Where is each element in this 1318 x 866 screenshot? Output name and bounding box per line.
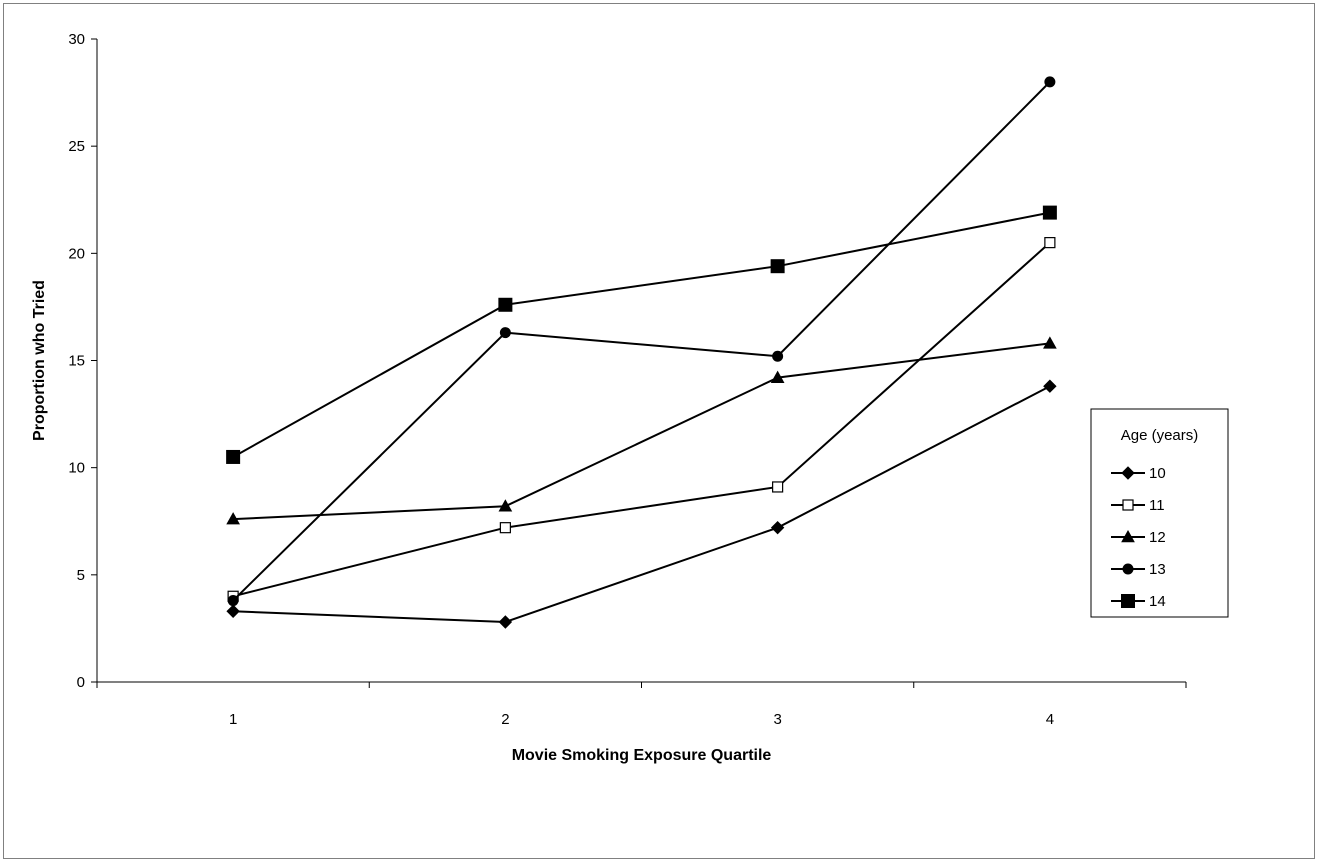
y-tick-label: 5	[77, 567, 85, 584]
series-line-11	[232, 241, 1051, 598]
data-point-12	[770, 370, 785, 383]
x-tick-label: 1	[229, 711, 237, 728]
y-axis-title: Proportion who Tried	[31, 280, 48, 441]
data-point-14	[226, 449, 241, 464]
legend-item-10: 10	[1111, 465, 1166, 482]
data-point-12	[226, 512, 240, 525]
y-tick-label: 25	[68, 138, 85, 155]
data-point-13	[772, 350, 784, 362]
y-tick-label: 10	[68, 460, 85, 477]
legend-marker	[1122, 563, 1134, 575]
legend-marker	[1121, 466, 1135, 480]
data-point-14	[770, 259, 785, 274]
series-line-13	[232, 81, 1051, 602]
data-point-13	[227, 595, 239, 607]
legend-item-14: 14	[1111, 593, 1166, 610]
series-layer	[226, 76, 1057, 629]
y-tick-label: 15	[68, 353, 85, 370]
series-11	[227, 237, 1056, 602]
data-point-12	[1043, 336, 1057, 349]
data-point-13	[1044, 76, 1056, 88]
legend-marker	[1122, 499, 1134, 511]
x-tick-label: 4	[1046, 711, 1054, 728]
x-axis-title: Movie Smoking Exposure Quartile	[512, 747, 772, 764]
legend-item-12: 12	[1111, 529, 1166, 546]
legend-label: 12	[1149, 529, 1166, 546]
series-10	[226, 379, 1057, 629]
legend-marker	[1121, 529, 1135, 543]
data-point-10	[770, 520, 785, 535]
chart-frame: 0 5 10 15 20 25 30 1 2 3 4 Proportion who Tried Mo…	[3, 3, 1315, 859]
y-tick-label: 20	[68, 245, 85, 262]
data-point-10	[226, 604, 240, 618]
legend-marker	[1121, 594, 1135, 608]
legend: Age (years) 10 11 12 13 14	[1090, 408, 1229, 618]
series-13	[227, 76, 1056, 607]
data-point-12	[498, 499, 513, 512]
legend-label: 14	[1149, 593, 1166, 610]
series-line-12	[233, 342, 1050, 521]
legend-item-13: 13	[1111, 561, 1166, 578]
legend-item-11: 11	[1111, 497, 1165, 514]
data-point-11	[772, 481, 784, 493]
x-tick-label: 2	[501, 711, 509, 728]
series-12	[226, 336, 1057, 525]
series-line-14	[232, 211, 1051, 458]
data-point-14	[498, 297, 513, 312]
y-tick-label: 30	[68, 31, 85, 48]
legend-label: 11	[1149, 497, 1165, 514]
y-tick-label: 0	[77, 674, 85, 691]
series-14	[226, 205, 1057, 464]
data-point-11	[499, 522, 511, 534]
data-point-14	[1042, 205, 1057, 220]
data-point-10	[498, 615, 513, 629]
legend-title: Age (years)	[1121, 427, 1199, 444]
data-point-13	[499, 327, 511, 339]
legend-box	[1090, 408, 1229, 618]
legend-label: 13	[1149, 561, 1166, 578]
data-point-10	[1043, 379, 1057, 393]
x-tick-label: 3	[773, 711, 781, 728]
legend-label: 10	[1149, 465, 1166, 482]
data-point-11	[1044, 237, 1056, 249]
series-line-10	[233, 385, 1051, 623]
